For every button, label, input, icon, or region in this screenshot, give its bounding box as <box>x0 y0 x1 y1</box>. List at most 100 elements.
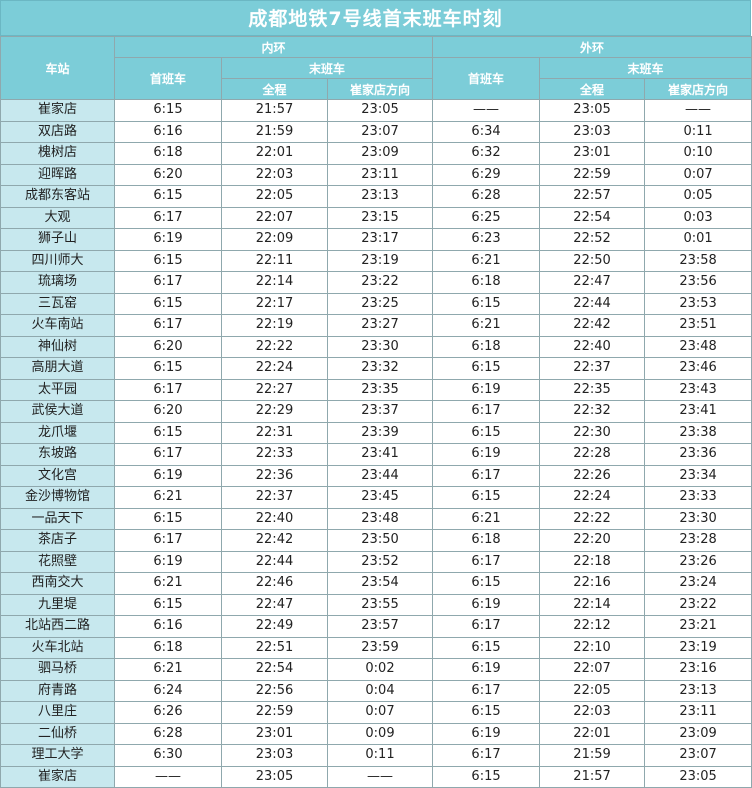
station-name: 神仙树 <box>0 335 115 358</box>
timetable-body: 崔家店 6:15 21:57 23:05 —— 23:05 —— 双店路 6:16 21:59 23… <box>0 99 752 788</box>
outer-last-train-full-route-time: 22:07 <box>539 658 646 681</box>
table-row: 花照壁 6:19 22:44 23:52 6:17 22:18 23:26 <box>0 550 752 573</box>
inner-last-train-full-route-time: 22:42 <box>221 529 328 552</box>
outer-last-train-full-route-time: 22:03 <box>539 701 646 724</box>
outer-first-train-time: 6:18 <box>432 529 541 552</box>
outer-first-train-time: 6:19 <box>432 593 541 616</box>
outer-first-train-time: 6:19 <box>432 378 541 401</box>
inner-last-train-full-route-time: 22:07 <box>221 206 328 229</box>
outer-cuijiadian-direction-header: 崔家店方向 <box>644 78 752 100</box>
outer-last-train-full-route-time: 22:26 <box>539 464 646 487</box>
inner-last-train-full-route-time: 22:54 <box>221 658 328 681</box>
inner-last-train-cuijiadian-time: 23:55 <box>326 593 434 616</box>
table-row: 双店路 6:16 21:59 23:07 6:34 23:03 0:11 <box>0 120 752 143</box>
outer-last-train-cuijiadian-time: 23:34 <box>644 464 752 487</box>
inner-last-train-cuijiadian-time: 0:11 <box>326 744 434 767</box>
inner-last-train-full-route-time: 22:33 <box>221 443 328 466</box>
inner-last-train-full-route-time: 22:46 <box>221 572 328 595</box>
outer-last-train-cuijiadian-time: 23:26 <box>644 550 752 573</box>
inner-last-train-cuijiadian-time: 23:22 <box>326 271 434 294</box>
inner-last-train-cuijiadian-time: 23:59 <box>326 636 434 659</box>
station-name: 火车南站 <box>0 314 115 337</box>
inner-last-train-full-route-time: 22:22 <box>221 335 328 358</box>
inner-first-train-time: 6:16 <box>114 615 222 638</box>
station-name: 龙爪堰 <box>0 421 115 444</box>
outer-last-train-cuijiadian-time: 23:13 <box>644 679 752 702</box>
table-row: 四川师大 6:15 22:11 23:19 6:21 22:50 23:58 <box>0 249 752 272</box>
inner-last-train-full-route-time: 23:01 <box>221 722 328 745</box>
station-name: 金沙博物馆 <box>0 486 115 509</box>
table-row: 狮子山 6:19 22:09 23:17 6:23 22:52 0:01 <box>0 228 752 251</box>
outer-last-train-full-route-time: 22:12 <box>539 615 646 638</box>
station-name: 高朋大道 <box>0 357 115 380</box>
outer-last-train-cuijiadian-time: 23:53 <box>644 292 752 315</box>
outer-first-train-time: 6:15 <box>432 292 541 315</box>
station-name: 迎晖路 <box>0 163 115 186</box>
table-row: 太平园 6:17 22:27 23:35 6:19 22:35 23:43 <box>0 378 752 401</box>
inner-first-train-time: 6:17 <box>114 443 222 466</box>
inner-last-train-cuijiadian-time: 23:30 <box>326 335 434 358</box>
table-row: 成都东客站 6:15 22:05 23:13 6:28 22:57 0:05 <box>0 185 752 208</box>
inner-first-train-time: 6:17 <box>114 206 222 229</box>
inner-first-train-time: 6:15 <box>114 593 222 616</box>
inner-last-train-full-route-time: 22:49 <box>221 615 328 638</box>
inner-first-train-time: 6:17 <box>114 271 222 294</box>
station-name: 东坡路 <box>0 443 115 466</box>
outer-last-train-cuijiadian-time: 0:07 <box>644 163 752 186</box>
inner-last-train-cuijiadian-time: 23:13 <box>326 185 434 208</box>
station-name: 茶店子 <box>0 529 115 552</box>
outer-last-train-full-route-time: 22:50 <box>539 249 646 272</box>
inner-last-train-cuijiadian-time: 23:07 <box>326 120 434 143</box>
inner-first-train-time: 6:18 <box>114 142 222 165</box>
station-name: 九里堤 <box>0 593 115 616</box>
inner-first-train-time: 6:15 <box>114 99 222 122</box>
outer-last-train-cuijiadian-time: 23:30 <box>644 507 752 530</box>
inner-last-train-cuijiadian-time: 23:41 <box>326 443 434 466</box>
outer-last-train-full-route-time: 23:01 <box>539 142 646 165</box>
station-name: 二仙桥 <box>0 722 115 745</box>
outer-last-train-full-route-time: 22:59 <box>539 163 646 186</box>
inner-last-train-full-route-time: 22:01 <box>221 142 328 165</box>
station-name: 成都东客站 <box>0 185 115 208</box>
timetable: 车站 内环 外环 首班车 末班车 首班车 末班车 全程 崔家店方向 全程 崔家店… <box>0 36 752 788</box>
table-row: 府青路 6:24 22:56 0:04 6:17 22:05 23:13 <box>0 679 752 702</box>
outer-first-train-time: 6:19 <box>432 722 541 745</box>
outer-last-train-full-route-time: 22:28 <box>539 443 646 466</box>
inner-last-train-cuijiadian-time: 23:32 <box>326 357 434 380</box>
inner-first-train-time: 6:20 <box>114 335 222 358</box>
station-name: 大观 <box>0 206 115 229</box>
table-row: 三瓦窑 6:15 22:17 23:25 6:15 22:44 23:53 <box>0 292 752 315</box>
station-name: 槐树店 <box>0 142 115 165</box>
inner-loop-header: 内环 <box>113 36 434 58</box>
station-name: 北站西二路 <box>0 615 115 638</box>
inner-last-train-cuijiadian-time: 23:35 <box>326 378 434 401</box>
station-name: 文化宫 <box>0 464 115 487</box>
outer-last-train-cuijiadian-time: 23:33 <box>644 486 752 509</box>
station-name: 武侯大道 <box>0 400 115 423</box>
outer-first-train-time: 6:17 <box>432 464 541 487</box>
table-row: 理工大学 6:30 23:03 0:11 6:17 21:59 23:07 <box>0 744 752 767</box>
table-row: 火车南站 6:17 22:19 23:27 6:21 22:42 23:51 <box>0 314 752 337</box>
inner-last-train-cuijiadian-time: 23:50 <box>326 529 434 552</box>
inner-last-train-cuijiadian-time: —— <box>326 765 434 788</box>
page-title: 成都地铁7号线首末班车时刻 <box>0 0 751 36</box>
outer-first-train-time: 6:23 <box>432 228 541 251</box>
inner-last-train-cuijiadian-time: 23:15 <box>326 206 434 229</box>
station-name: 太平园 <box>0 378 115 401</box>
inner-first-train-time: 6:26 <box>114 701 222 724</box>
outer-last-train-full-route-time: 22:44 <box>539 292 646 315</box>
inner-last-train-cuijiadian-time: 0:07 <box>326 701 434 724</box>
outer-last-train-cuijiadian-time: 0:10 <box>644 142 752 165</box>
station-name: 崔家店 <box>0 765 115 788</box>
inner-last-train-full-route-time: 22:56 <box>221 679 328 702</box>
inner-cuijiadian-direction-header: 崔家店方向 <box>326 78 434 100</box>
outer-last-train-full-route-time: 22:05 <box>539 679 646 702</box>
outer-last-train-cuijiadian-time: —— <box>644 99 752 122</box>
station-name: 琉璃场 <box>0 271 115 294</box>
table-row: 槐树店 6:18 22:01 23:09 6:32 23:01 0:10 <box>0 142 752 165</box>
inner-last-train-full-route-time: 22:59 <box>221 701 328 724</box>
outer-first-train-time: 6:21 <box>432 314 541 337</box>
station-name: 狮子山 <box>0 228 115 251</box>
table-row: 崔家店 6:15 21:57 23:05 —— 23:05 —— <box>0 99 752 122</box>
